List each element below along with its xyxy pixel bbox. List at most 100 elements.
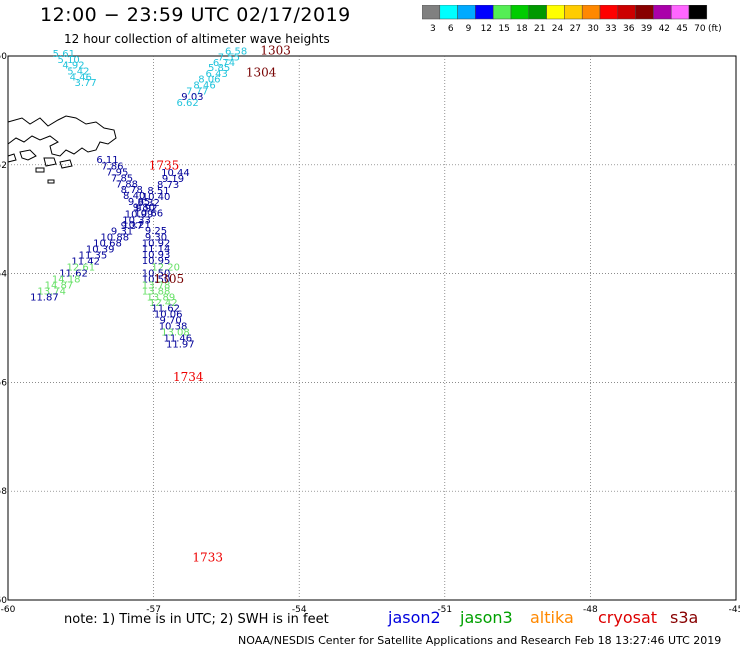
satellite-name: jason3 bbox=[460, 608, 513, 627]
wave-height-reading: 6.43 bbox=[206, 69, 228, 80]
legend-label: 6 bbox=[448, 24, 454, 34]
wave-height-reading: 12.20 bbox=[151, 262, 180, 273]
map-frame bbox=[7, 55, 737, 601]
wave-height-reading: 9.31 bbox=[111, 226, 133, 237]
wave-height-reading: 5.85 bbox=[208, 63, 230, 74]
legend-swatch bbox=[688, 5, 708, 20]
wave-height-reading: 6.11 bbox=[96, 155, 118, 166]
lat-tick-label: -56 bbox=[0, 378, 7, 388]
wave-height-reading: 8.51 bbox=[147, 186, 169, 197]
satellite-name: altika bbox=[530, 608, 574, 627]
wave-height-reading: 11.35 bbox=[79, 250, 108, 261]
wave-height-reading: 6.74 bbox=[213, 58, 235, 69]
wave-height-reading: 10.44 bbox=[161, 168, 190, 179]
wave-height-reading: 10.50 bbox=[142, 268, 171, 279]
wave-height-reading: 7.85 bbox=[111, 174, 133, 185]
lat-tick-label: -50 bbox=[0, 52, 7, 62]
satellite-name: s3a bbox=[670, 608, 699, 627]
wave-height-reading: 11.87 bbox=[30, 292, 59, 303]
wave-height-reading: 10.66 bbox=[134, 208, 163, 219]
legend-label: 12 bbox=[481, 24, 492, 34]
wave-height-reading: 5.42 bbox=[67, 66, 89, 77]
wave-height-reading: 10.40 bbox=[142, 192, 171, 203]
wave-height-reading: 11.97 bbox=[166, 340, 195, 351]
wave-height-reading: 8.46 bbox=[193, 81, 215, 92]
page-title: 12:00 − 23:59 UTC 02/17/2019 bbox=[40, 4, 351, 26]
satellite-name: jason2 bbox=[388, 608, 441, 627]
wave-height-reading: 7.88 bbox=[116, 180, 138, 191]
coastline-segment bbox=[35, 167, 45, 173]
legend-label: 3 bbox=[430, 24, 436, 34]
falkland-islands-coastline bbox=[7, 115, 117, 184]
pass-time-label: 1733 bbox=[192, 550, 223, 564]
pass-time-label: 1735 bbox=[149, 159, 180, 173]
coastline-segment bbox=[19, 149, 37, 161]
wave-height-reading: 10.99 bbox=[125, 210, 154, 221]
wave-height-reading: 11.62 bbox=[151, 304, 180, 315]
pass-time-label: 1304 bbox=[246, 66, 277, 80]
wave-height-reading: 8.73 bbox=[157, 180, 179, 191]
lon-tick-label: -45 bbox=[729, 605, 740, 615]
wave-height-reading: 3.77 bbox=[75, 78, 97, 89]
wave-height-reading: 11.62 bbox=[59, 268, 88, 279]
lat-tick-label: -54 bbox=[0, 270, 7, 280]
wave-height-reading: 13.89 bbox=[147, 292, 176, 303]
wave-height-reading: 13.88 bbox=[142, 286, 171, 297]
wave-height-reading: 13.74 bbox=[37, 286, 66, 297]
legend-label: 30 bbox=[587, 24, 599, 34]
wave-height-reading: 9.30 bbox=[145, 232, 167, 243]
lon-tick-label: -57 bbox=[146, 605, 161, 615]
wave-height-reading: 7.77 bbox=[186, 87, 208, 98]
wave-height-reading: 4.46 bbox=[70, 72, 92, 83]
wave-height-reading: 9.19 bbox=[162, 174, 184, 185]
coastline-segment bbox=[7, 115, 117, 157]
legend-label: 39 bbox=[641, 24, 653, 34]
wave-height-reading: 13.78 bbox=[142, 280, 171, 291]
wave-height-reading: 10.21 bbox=[122, 220, 151, 231]
footer-credit: NOAA/NESDIS Center for Satellite Applica… bbox=[238, 634, 722, 647]
wave-height-reading: 6.58 bbox=[225, 46, 247, 57]
wave-height-reading: 8.06 bbox=[198, 75, 220, 86]
wave-height-reading: 10.88 bbox=[100, 232, 129, 243]
wave-height-reading: 8.78 bbox=[121, 185, 143, 196]
wave-height-reading: 14.87 bbox=[45, 280, 74, 291]
wave-height-reading: 11.14 bbox=[142, 244, 171, 255]
wave-height-reading: 10.68 bbox=[93, 238, 122, 249]
wave-height-reading: 10.93 bbox=[142, 250, 171, 261]
coastline-segment bbox=[7, 153, 17, 163]
wave-height-reading: 4.92 bbox=[62, 61, 84, 72]
color-legend: 3 6 9 12 15 18 21 24 27 30 33 36 39 42 45 70 (ft) bbox=[422, 5, 722, 34]
lon-tick-label: -54 bbox=[292, 605, 307, 615]
pass-time-label: 1734 bbox=[173, 370, 204, 384]
wave-height-reading: 11.46 bbox=[164, 334, 193, 345]
wave-height-reading: 5.61 bbox=[53, 49, 75, 60]
coastline-segment bbox=[59, 159, 73, 169]
wave-height-reading: 12.42 bbox=[149, 298, 178, 309]
legend-unit: (ft) bbox=[708, 24, 722, 34]
note-text: note: 1) Time is in UTC; 2) SWH is in fe… bbox=[64, 612, 329, 627]
wave-height-reading: 10.33 bbox=[122, 216, 151, 227]
satellite-name: cryosat bbox=[598, 608, 658, 627]
wave-height-reading: 9.92 bbox=[135, 204, 157, 215]
legend-label: 33 bbox=[605, 24, 616, 34]
coastline-segment bbox=[43, 157, 57, 167]
wave-height-reading: 5.10 bbox=[58, 55, 80, 66]
legend-label: 24 bbox=[552, 24, 564, 34]
wave-height-reading: 9.25 bbox=[145, 226, 167, 237]
pass-time-label: 1303 bbox=[260, 43, 291, 57]
legend-label: 70 bbox=[694, 24, 706, 34]
wave-height-reading: 9.37 bbox=[121, 221, 143, 232]
lat-tick-label: -58 bbox=[0, 487, 7, 497]
lat-tick-label: -52 bbox=[0, 161, 7, 171]
legend-label: 42 bbox=[659, 24, 670, 34]
wave-height-reading: 13.08 bbox=[161, 328, 190, 339]
wave-height-reading: 7.55 bbox=[218, 52, 240, 63]
legend-label: 9 bbox=[466, 24, 472, 34]
wave-height-reading: 9.32 bbox=[138, 198, 160, 209]
wave-height-reading: 14.18 bbox=[52, 274, 81, 285]
wave-height-reading: 9.03 bbox=[181, 92, 203, 103]
wave-height-reading: 10.06 bbox=[154, 310, 183, 321]
lon-tick-label: -48 bbox=[583, 605, 598, 615]
coastline-segment bbox=[47, 179, 55, 184]
